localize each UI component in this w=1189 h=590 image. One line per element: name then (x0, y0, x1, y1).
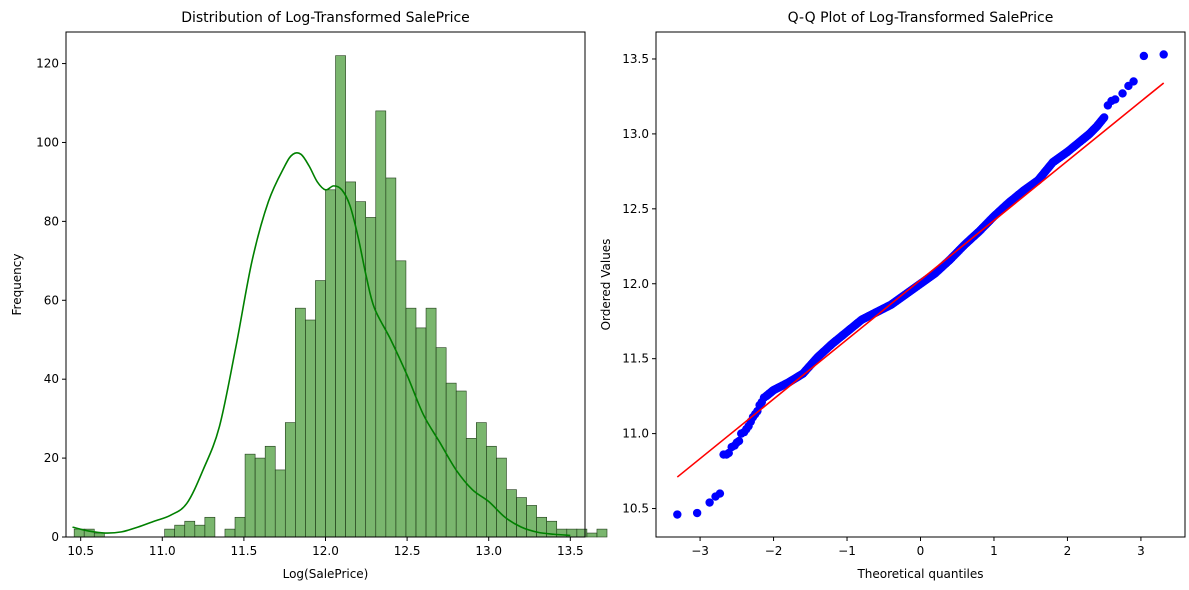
histogram-bar (284, 422, 296, 538)
qq-plot-panel: Q-Q Plot of Log-Transformed SalePrice −3… (599, 10, 1186, 581)
histogram-bar (596, 528, 608, 538)
qq-x-axis-label: Theoretical quantiles (856, 567, 983, 581)
histogram-bar (375, 110, 387, 538)
qq-reference-line (676, 82, 1165, 478)
histogram-bar (164, 528, 175, 538)
x-tick-label: 10.5 (67, 544, 94, 558)
qq-point (1129, 77, 1138, 86)
x-tick-label: 2 (1064, 544, 1072, 558)
histogram-bar (586, 532, 598, 538)
histogram-title: Distribution of Log-Transformed SalePric… (181, 10, 470, 26)
y-tick-label: 40 (44, 372, 59, 386)
x-tick-label: 1 (990, 544, 998, 558)
histogram-bar (506, 489, 517, 538)
qq-x-ticks: −3 −2 −1 0 1 2 3 (691, 537, 1145, 558)
histogram-y-axis-label: Frequency (10, 254, 24, 316)
kde-curve (72, 152, 571, 537)
x-tick-label: 11.0 (149, 544, 176, 558)
y-tick-label: 20 (44, 451, 59, 465)
histogram-bar (295, 307, 306, 538)
x-tick-label: 13.5 (557, 544, 584, 558)
x-tick-label: −1 (838, 544, 856, 558)
x-tick-label: −2 (765, 544, 783, 558)
histogram-x-axis-label: Log(SalePrice) (283, 567, 369, 581)
histogram-bar (486, 445, 497, 538)
y-tick-label: 0 (51, 530, 59, 544)
histogram-bar (516, 497, 527, 538)
histogram-bar (305, 319, 316, 538)
x-tick-label: 3 (1137, 544, 1145, 558)
histogram-bar (365, 217, 377, 538)
x-tick-label: 13.0 (475, 544, 502, 558)
y-tick-label: 11.0 (622, 427, 649, 441)
y-tick-label: 60 (44, 293, 59, 307)
qq-points (673, 50, 1168, 519)
histogram-bar (184, 520, 196, 538)
y-tick-label: 12.0 (622, 277, 649, 291)
qq-point (1139, 51, 1149, 61)
qq-y-ticks: 10.5 11.0 11.5 12.0 12.5 13.0 13.5 (622, 52, 656, 516)
histogram-axes-frame (65, 31, 586, 538)
x-tick-label: −3 (691, 544, 709, 558)
qq-point (692, 508, 702, 518)
x-tick-label: 0 (917, 544, 925, 558)
x-tick-label: 12.0 (312, 544, 339, 558)
histogram-bar (174, 524, 186, 538)
x-tick-label: 11.5 (231, 544, 258, 558)
histogram-bar (234, 516, 246, 538)
histogram-bar (496, 457, 507, 538)
histogram-bars (73, 55, 608, 538)
histogram-bar (244, 453, 256, 538)
histogram-bar (395, 260, 407, 538)
histogram-bar (455, 390, 467, 538)
histogram-bar (325, 189, 336, 538)
y-tick-label: 120 (36, 57, 59, 71)
y-tick-label: 80 (44, 214, 59, 228)
qq-point (705, 498, 714, 507)
qq-plot-title: Q-Q Plot of Log-Transformed SalePrice (788, 10, 1054, 26)
histogram-bar (445, 382, 457, 538)
histogram-bar (204, 516, 216, 538)
qq-point (715, 489, 725, 498)
y-tick-label: 13.5 (622, 52, 649, 66)
histogram-bar (345, 181, 356, 538)
y-tick-label: 100 (36, 135, 59, 149)
histogram-bar (405, 307, 417, 538)
qq-point (1111, 95, 1120, 104)
histogram-bar (435, 347, 447, 538)
histogram-bar (335, 55, 346, 538)
y-tick-label: 11.5 (622, 352, 649, 366)
qq-y-axis-label: Ordered Values (599, 239, 613, 331)
histogram-bar (224, 528, 236, 538)
qq-point (734, 436, 744, 446)
histogram-bar (194, 524, 206, 538)
histogram-bar (385, 177, 397, 538)
histogram-y-ticks: 0 20 40 60 80 100 120 (36, 57, 66, 544)
y-tick-label: 13.0 (622, 127, 649, 141)
x-tick-label: 12.5 (394, 544, 421, 558)
qq-point (1118, 89, 1127, 98)
histogram-bar (475, 422, 487, 538)
histogram-panel: Distribution of Log-Transformed SalePric… (10, 10, 608, 581)
qq-point (673, 510, 682, 519)
histogram-bar (264, 445, 276, 538)
qq-point (1099, 113, 1109, 122)
histogram-bar (315, 280, 326, 538)
qq-point (1159, 50, 1168, 59)
histogram-bar (254, 457, 266, 538)
histogram-bar (415, 327, 427, 538)
histogram-x-ticks: 10.5 11.0 11.5 12.0 12.5 13.0 13.5 (67, 537, 584, 558)
y-tick-label: 12.5 (622, 202, 649, 216)
y-tick-label: 10.5 (622, 502, 649, 516)
qq-axes-frame (655, 31, 1186, 538)
histogram-bar (274, 469, 286, 538)
qq-point (759, 393, 769, 402)
